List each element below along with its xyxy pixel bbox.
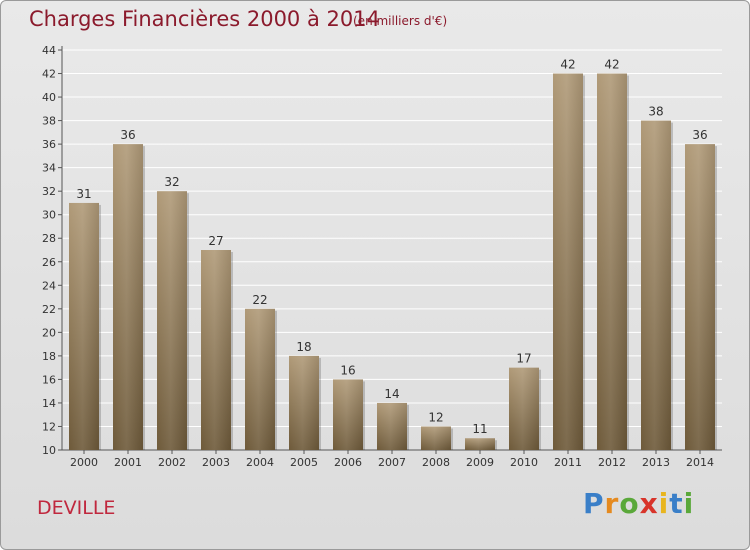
x-tick-label: 2006 [334,456,362,469]
chart-title: Charges Financières 2000 à 2014 [29,7,380,31]
x-tick-label: 2007 [378,456,406,469]
bar-highlight [333,379,363,450]
data-label: 38 [648,105,663,119]
y-tick-labels: 10 12 14 16 18 20 22 24 26 28 30 32 34 36 38 40 42 44 [42,44,56,457]
bar-highlight [685,144,715,450]
y-tick-label: 38 [42,115,56,128]
x-tick-label: 2008 [422,456,450,469]
y-tick-label: 28 [42,232,56,245]
data-label: 42 [560,58,575,72]
bar-highlight [641,120,671,451]
x-tick-label: 2010 [510,456,538,469]
y-tick-label: 20 [42,326,56,339]
data-label: 14 [384,387,399,401]
bar-highlight [377,402,407,450]
bar-highlight [69,202,99,450]
logo-letter: P [583,487,605,520]
y-tick-label: 26 [42,256,56,269]
bar-highlight [289,355,319,450]
x-tick-label: 2004 [246,456,274,469]
logo-letter: i [683,487,695,520]
logo-letter: x [639,487,659,520]
data-label: 22 [252,293,267,307]
x-tick-label: 2012 [598,456,626,469]
x-tick-label: 2014 [686,456,714,469]
bar-highlight [465,438,495,450]
proxiti-logo: Proxiti [583,487,694,520]
commune-name: DEVILLE [37,497,116,519]
y-tick-label: 18 [42,350,56,363]
x-tick-labels: 2000 2001 2002 2003 2004 2005 2006 2007 2008 2009… [70,456,714,469]
y-tick-label: 40 [42,91,56,104]
y-tick-label: 14 [42,397,56,410]
y-tick-label: 32 [42,185,56,198]
data-label: 17 [516,352,531,366]
y-tick-label: 24 [42,279,56,292]
x-tick-label: 2009 [466,456,494,469]
bar-highlight [421,426,451,450]
data-label: 18 [296,340,311,354]
y-tick-label: 44 [42,44,56,57]
y-tick-label: 30 [42,209,56,222]
bar-highlight [201,250,231,450]
data-label: 42 [604,58,619,72]
data-label: 32 [164,175,179,189]
data-label: 31 [76,187,91,201]
logo-letter: t [669,487,684,520]
bar-highlight [157,191,187,451]
data-label: 16 [340,363,355,377]
data-label: 27 [208,234,223,248]
x-tick-label: 2001 [114,456,142,469]
y-tick-label: 42 [42,68,56,81]
x-tick-label: 2000 [70,456,98,469]
data-label: 36 [120,128,135,142]
y-tick-label: 34 [42,162,56,175]
bar-highlight [509,367,539,450]
logo-letter: r [604,487,620,520]
y-tick-label: 36 [42,138,56,151]
logo-letter: o [619,487,640,520]
data-label: 11 [472,422,487,436]
y-tick-label: 12 [42,420,56,433]
data-label: 36 [692,128,707,142]
x-tick-label: 2013 [642,456,670,469]
data-labels: 31 36 32 27 22 18 16 14 12 11 17 42 42 38 36 [76,58,707,437]
bar-highlight [113,144,143,450]
bars [69,73,717,451]
chart-unit: (en milliers d'€) [353,14,448,28]
x-tick-label: 2003 [202,456,230,469]
bar-highlight [553,73,583,450]
x-tick-label: 2005 [290,456,318,469]
y-tick-label: 16 [42,373,56,386]
logo-letter: i [658,487,670,520]
bar-highlight [245,308,275,450]
x-tick-label: 2011 [554,456,582,469]
y-tick-label: 22 [42,303,56,316]
data-label: 12 [428,410,443,424]
bar-highlight [597,73,627,450]
y-tick-label: 10 [42,444,56,457]
x-tick-label: 2002 [158,456,186,469]
